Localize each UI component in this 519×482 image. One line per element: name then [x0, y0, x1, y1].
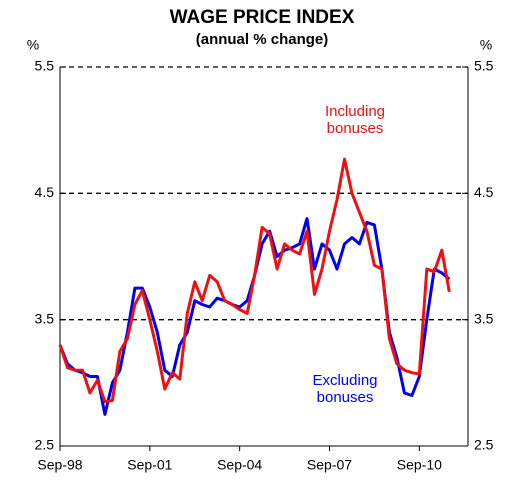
x-tick-label: Sep-04	[217, 457, 262, 473]
x-tick-label: Sep-07	[307, 457, 352, 473]
chart-title: WAGE PRICE INDEX	[170, 7, 355, 28]
y-tick-label: 4.5	[35, 184, 55, 200]
series-label: Including bonuses	[324, 103, 386, 137]
series-line	[58, 157, 451, 404]
y2-tick-label: 3.5	[474, 310, 494, 326]
y-axis-label: %	[27, 37, 39, 53]
y-tick-label: 5.5	[35, 58, 55, 74]
x-tick-label: Sep-98	[37, 457, 82, 473]
y2-tick-label: 4.5	[474, 184, 494, 200]
y2-tick-label: 2.5	[474, 437, 494, 453]
series-label: Excluding bonuses	[312, 372, 378, 406]
y2-tick-label: 5.5	[474, 58, 494, 74]
y-tick-label: 3.5	[35, 310, 55, 326]
x-tick-label: Sep-10	[397, 457, 442, 473]
y-tick-label: 2.5	[35, 437, 55, 453]
chart-subtitle: (annual % change)	[196, 31, 329, 48]
x-tick-label: Sep-01	[127, 457, 172, 473]
y2-axis-label: %	[480, 37, 492, 53]
